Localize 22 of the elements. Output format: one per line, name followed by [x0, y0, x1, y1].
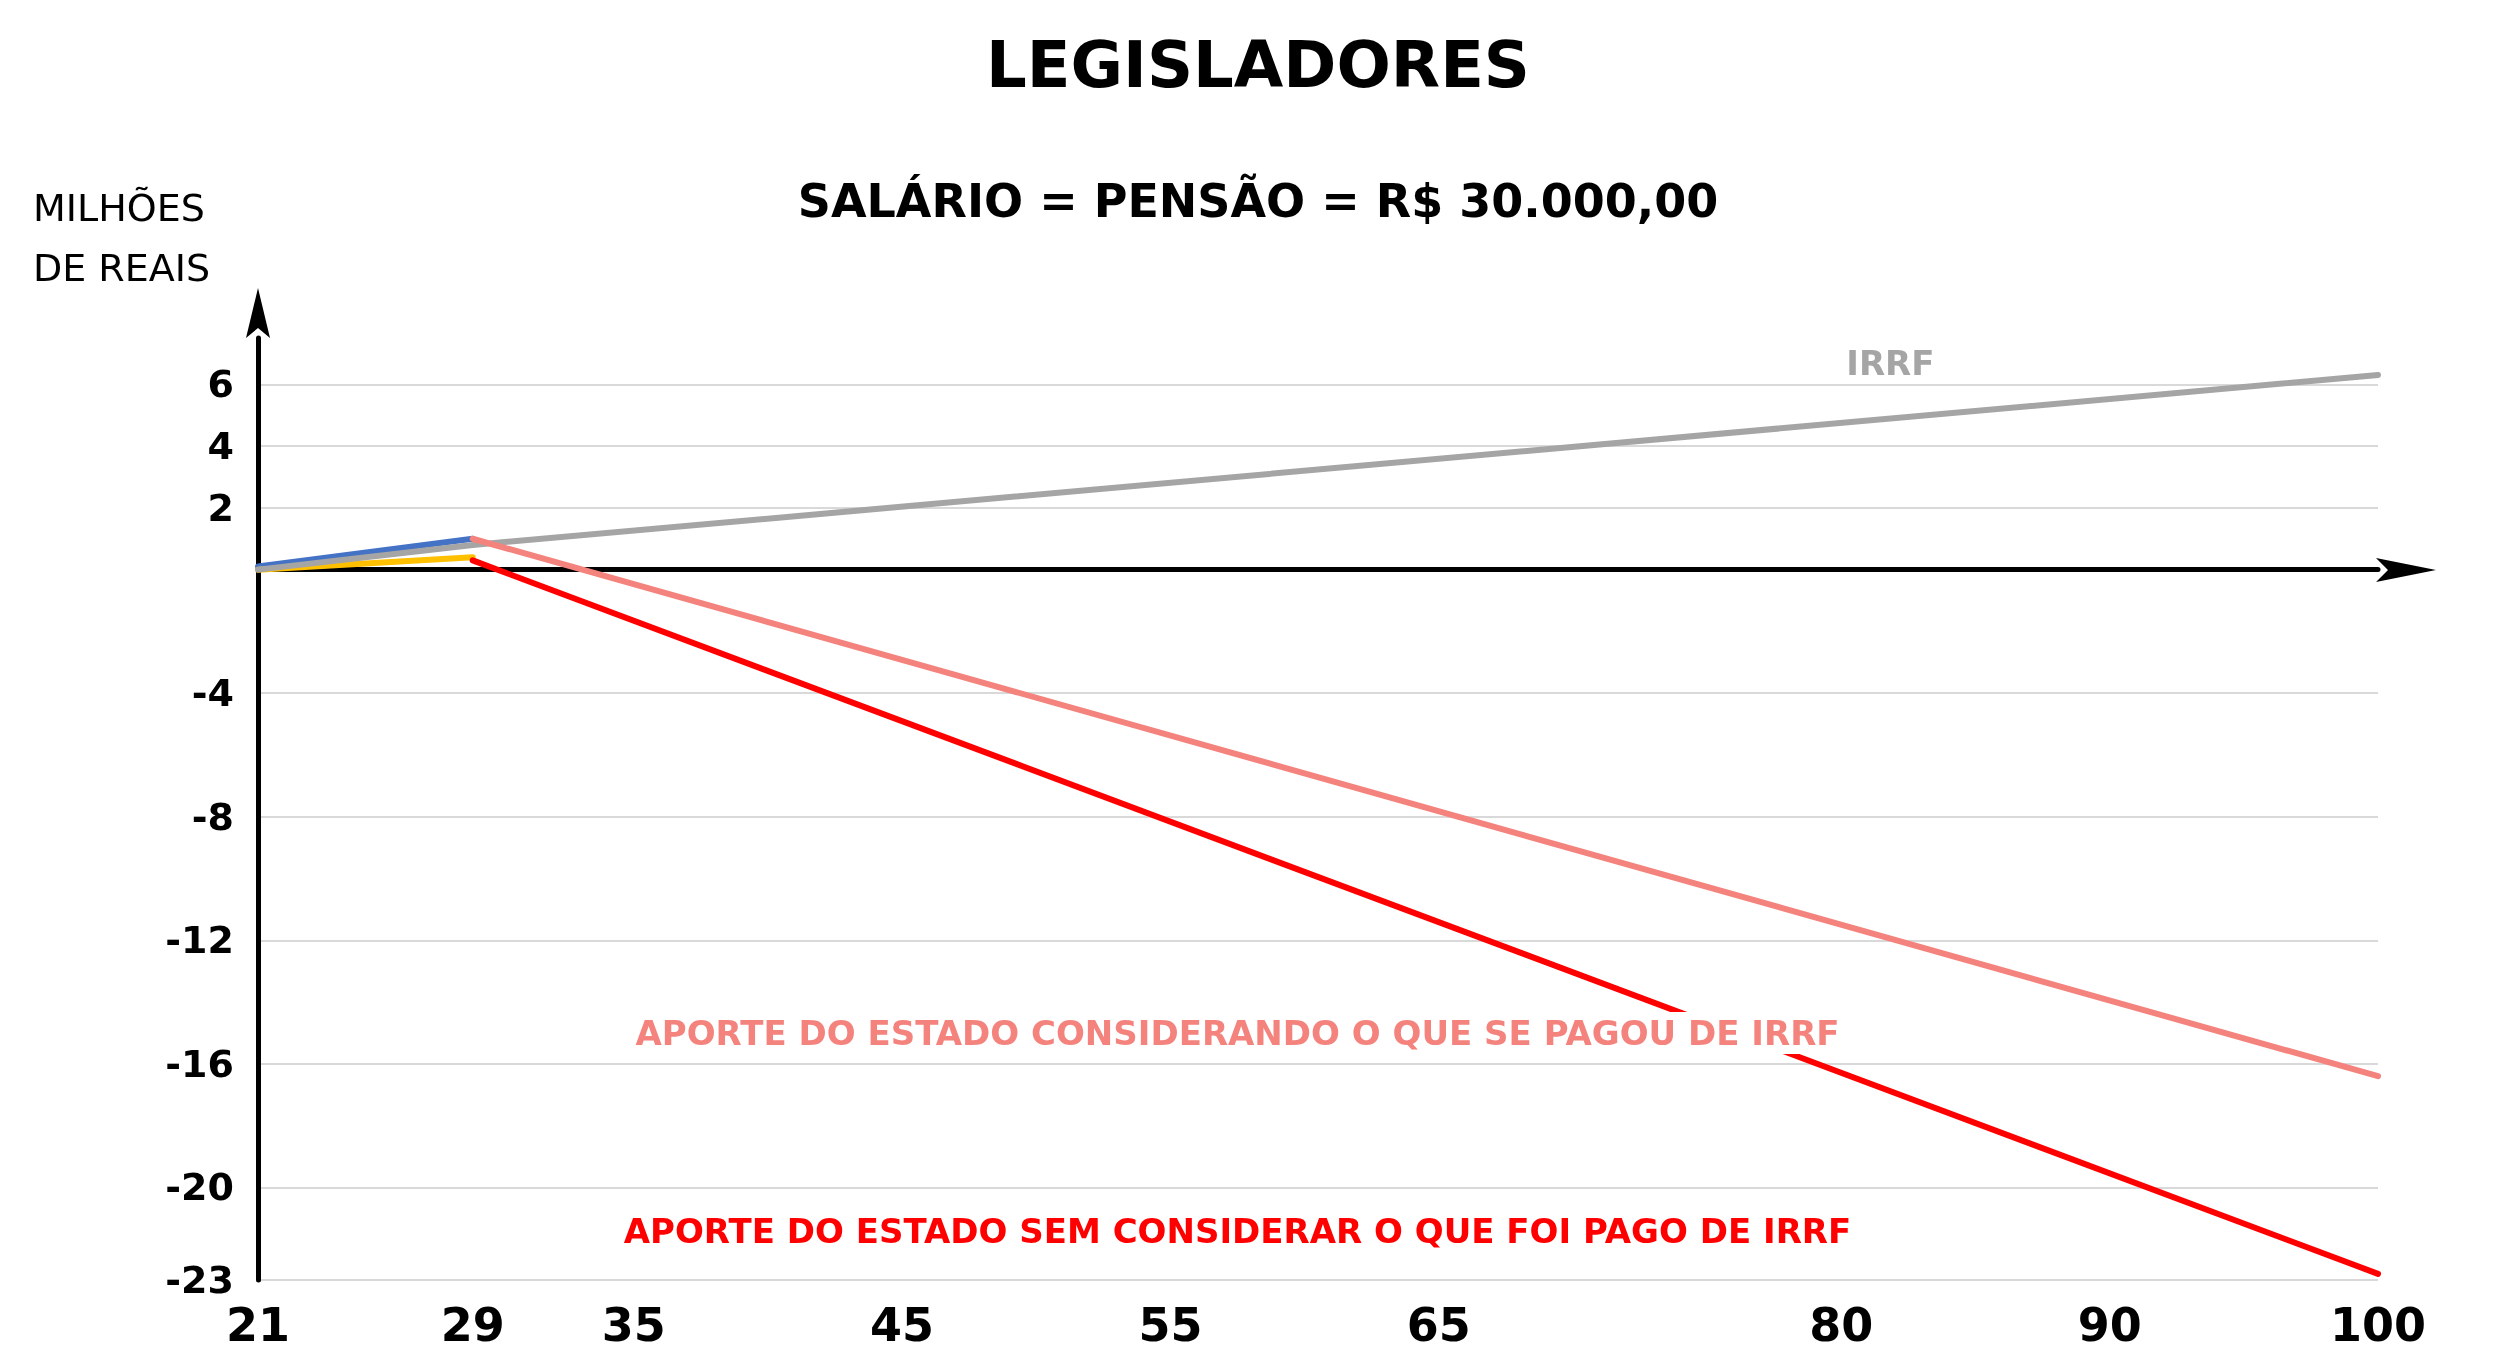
y-tick-label: -20 [165, 1165, 234, 1210]
x-tick-label: 45 [870, 1298, 935, 1352]
x-tick-label: 29 [440, 1298, 505, 1352]
y-axis-title: MILHÕES DE REAIS [33, 186, 211, 290]
text: APORTE DO ESTADO CONSIDERANDO O QUE SE PAGOU DE IRRF [635, 1012, 1840, 1053]
x-tick-label: 80 [1809, 1298, 1874, 1352]
y-tick-label: -4 [191, 671, 234, 716]
x-tick-label: 35 [601, 1298, 666, 1352]
x-tick-label: 55 [1138, 1298, 1203, 1352]
y-tick-label: -12 [165, 918, 234, 963]
y-tick-label: -8 [191, 794, 234, 839]
x-tick-label: 90 [2077, 1298, 2142, 1352]
x-tick-label: 100 [2329, 1298, 2427, 1352]
chart-title: LEGISLADORES [986, 28, 1530, 102]
y-tick-label: -16 [165, 1041, 234, 1086]
y-tick-label: 6 [207, 362, 234, 407]
y-tick-label: 2 [207, 485, 234, 530]
chart-subtitle: SALÁRIO = PENSÃO = R$ 30.000,00 [797, 173, 1719, 228]
y-tick-label: 4 [207, 424, 234, 469]
text: APORTE DO ESTADO SEM CONSIDERAR O QUE FOI PAGO DE IRRF [623, 1210, 1852, 1251]
x-tick-label: 65 [1406, 1298, 1471, 1352]
series-label: IRRF [1846, 342, 1935, 383]
